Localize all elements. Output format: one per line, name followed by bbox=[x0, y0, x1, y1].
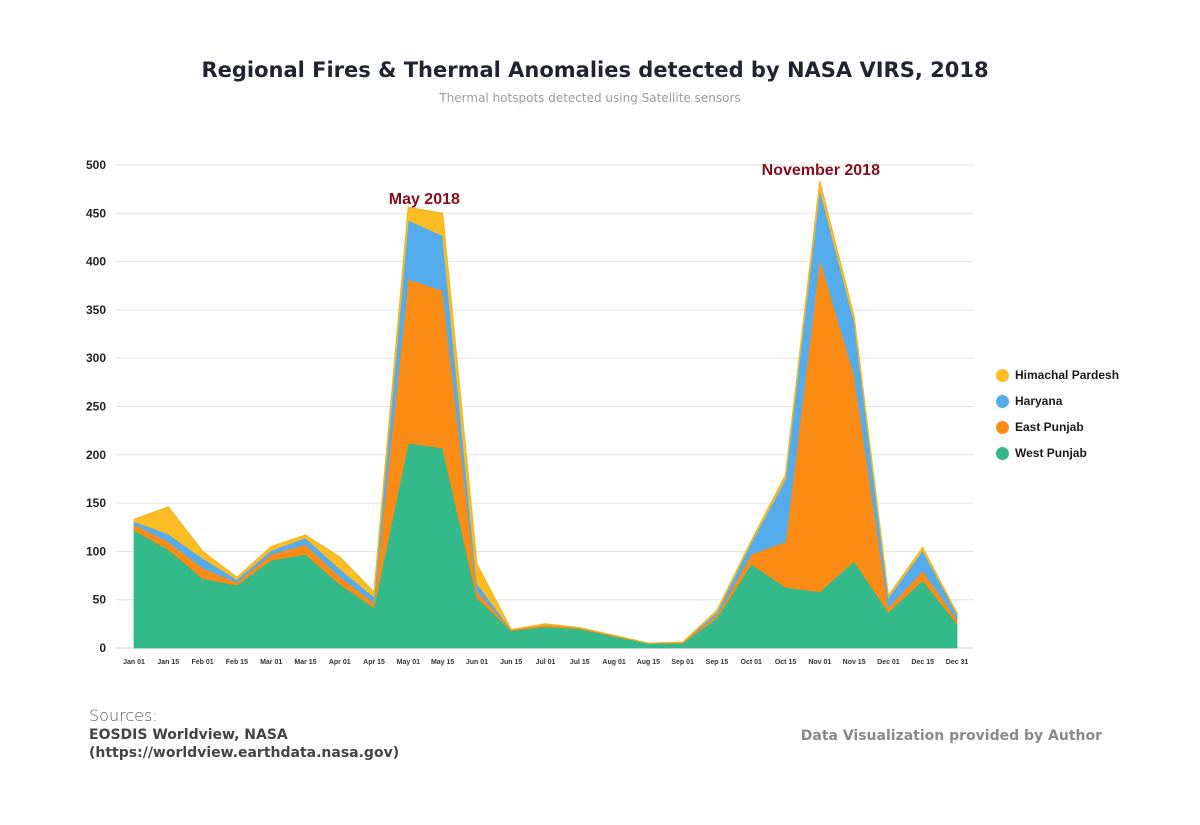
credit-text: Data Visualization provided by Author bbox=[800, 728, 1102, 744]
legend-item-haryana[interactable]: Haryana bbox=[996, 388, 1119, 414]
legend-label-haryana: Haryana bbox=[1015, 394, 1063, 408]
y-tick-label: 400 bbox=[86, 255, 106, 269]
legend-item-himachal[interactable]: Himachal Pardesh bbox=[996, 362, 1119, 388]
chart-title: Regional Fires & Thermal Anomalies detec… bbox=[201, 58, 989, 82]
y-tick-label: 500 bbox=[86, 158, 106, 172]
y-tick-label: 300 bbox=[86, 351, 106, 365]
sources-line-1: EOSDIS Worldview, NASA bbox=[89, 727, 288, 743]
x-tick-label: Sep 15 bbox=[706, 659, 729, 666]
y-tick-label: 450 bbox=[86, 206, 106, 220]
legend: Himachal Pardesh Haryana East Punjab Wes… bbox=[996, 362, 1119, 466]
x-tick-label: Jul 01 bbox=[536, 659, 556, 666]
legend-swatch-west-punjab bbox=[996, 446, 1009, 460]
legend-label-east-punjab: East Punjab bbox=[1015, 420, 1084, 434]
legend-label-west-punjab: West Punjab bbox=[1015, 446, 1087, 460]
y-tick-label: 350 bbox=[86, 303, 106, 317]
x-tick-label: Jan 15 bbox=[157, 659, 179, 666]
x-tick-label: Nov 01 bbox=[808, 659, 831, 666]
x-tick-label: Dec 15 bbox=[911, 659, 934, 666]
annotation-label: May 2018 bbox=[389, 191, 460, 208]
x-tick-label: Nov 15 bbox=[843, 659, 866, 666]
x-tick-label: Sep 01 bbox=[671, 659, 694, 666]
x-tick-label: Dec 31 bbox=[946, 659, 969, 666]
x-tick-label: May 01 bbox=[397, 659, 420, 666]
y-tick-label: 150 bbox=[86, 496, 106, 510]
y-tick-label: 0 bbox=[99, 641, 106, 655]
x-tick-label: Aug 01 bbox=[602, 659, 625, 666]
x-tick-label: Aug 15 bbox=[637, 659, 660, 666]
y-tick-label: 200 bbox=[86, 448, 106, 462]
x-tick-label: Mar 01 bbox=[260, 659, 282, 666]
legend-label-himachal: Himachal Pardesh bbox=[1015, 368, 1120, 382]
legend-swatch-himachal bbox=[996, 368, 1009, 382]
x-tick-label: Jul 15 bbox=[570, 659, 590, 666]
x-tick-label: Oct 15 bbox=[775, 659, 797, 666]
x-tick-label: Jun 15 bbox=[500, 659, 522, 666]
chart-subtitle: Thermal hotspots detected using Satellit… bbox=[439, 91, 741, 105]
y-tick-label: 250 bbox=[86, 400, 106, 414]
sources-link[interactable]: (https://worldview.earthdata.nasa.gov) bbox=[89, 745, 400, 761]
x-tick-label: Oct 01 bbox=[741, 659, 763, 666]
x-tick-label: Dec 01 bbox=[877, 659, 900, 666]
x-tick-label: Mar 15 bbox=[294, 659, 316, 666]
x-tick-label: Jan 01 bbox=[123, 659, 145, 666]
x-tick-label: Feb 15 bbox=[226, 659, 248, 666]
legend-item-west-punjab[interactable]: West Punjab bbox=[996, 440, 1119, 466]
legend-swatch-haryana bbox=[996, 394, 1009, 408]
x-tick-label: May 15 bbox=[431, 659, 454, 666]
x-tick-label: Apr 01 bbox=[329, 659, 351, 666]
y-tick-label: 50 bbox=[93, 593, 107, 607]
annotation-label: November 2018 bbox=[762, 162, 880, 179]
x-tick-label: Apr 15 bbox=[363, 659, 385, 666]
x-tick-label: Jun 01 bbox=[466, 659, 488, 666]
legend-item-east-punjab[interactable]: East Punjab bbox=[996, 414, 1119, 440]
sources-text: EOSDIS Worldview, NASA (https://worldvie… bbox=[89, 726, 399, 762]
stack-top-outline bbox=[133, 181, 958, 644]
x-tick-label: Feb 01 bbox=[191, 659, 213, 666]
legend-swatch-east-punjab bbox=[996, 420, 1009, 434]
y-tick-label: 100 bbox=[86, 544, 106, 558]
sources-label: Sources: bbox=[89, 706, 158, 725]
